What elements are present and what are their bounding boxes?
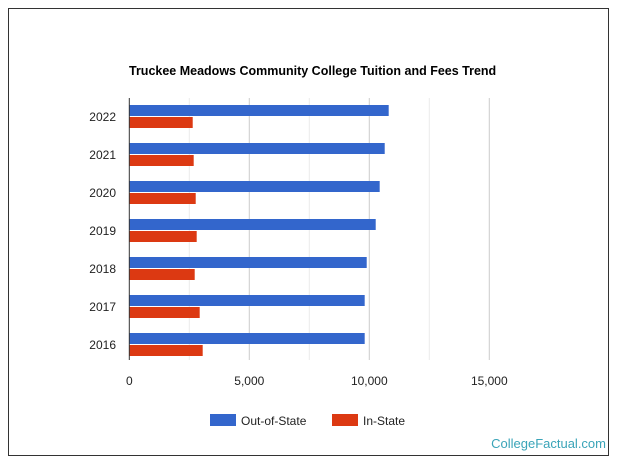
x-tick-label: 5,000 bbox=[234, 374, 264, 388]
bar-in-state-2021 bbox=[129, 155, 194, 166]
bar-out-of-state-2022 bbox=[129, 105, 389, 116]
bar-in-state-2020 bbox=[129, 193, 196, 204]
y-tick-label: 2017 bbox=[89, 300, 116, 314]
watermark[interactable]: CollegeFactual.com bbox=[491, 436, 606, 451]
bar-in-state-2022 bbox=[129, 117, 193, 128]
legend-label: In-State bbox=[363, 414, 405, 428]
y-tick-label: 2016 bbox=[89, 338, 116, 352]
bar-out-of-state-2021 bbox=[129, 143, 385, 154]
bar-in-state-2017 bbox=[129, 307, 200, 318]
x-tick-label: 10,000 bbox=[351, 374, 388, 388]
bar-out-of-state-2018 bbox=[129, 257, 367, 268]
y-tick-label: 2019 bbox=[89, 224, 116, 238]
bar-in-state-2019 bbox=[129, 231, 197, 242]
bar-out-of-state-2017 bbox=[129, 295, 365, 306]
x-tick-label: 0 bbox=[126, 374, 133, 388]
y-tick-label: 2020 bbox=[89, 186, 116, 200]
chart-title: Truckee Meadows Community College Tuitio… bbox=[129, 64, 496, 78]
legend-swatch bbox=[332, 414, 358, 426]
chart-frame bbox=[8, 8, 609, 456]
bar-in-state-2016 bbox=[129, 345, 203, 356]
legend-swatch bbox=[210, 414, 236, 426]
x-tick-label: 15,000 bbox=[471, 374, 508, 388]
bar-out-of-state-2019 bbox=[129, 219, 376, 230]
bar-out-of-state-2020 bbox=[129, 181, 380, 192]
y-tick-label: 2022 bbox=[89, 110, 116, 124]
bar-out-of-state-2016 bbox=[129, 333, 365, 344]
y-tick-label: 2018 bbox=[89, 262, 116, 276]
bar-in-state-2018 bbox=[129, 269, 195, 280]
legend-label: Out-of-State bbox=[241, 414, 307, 428]
y-tick-label: 2021 bbox=[89, 148, 116, 162]
